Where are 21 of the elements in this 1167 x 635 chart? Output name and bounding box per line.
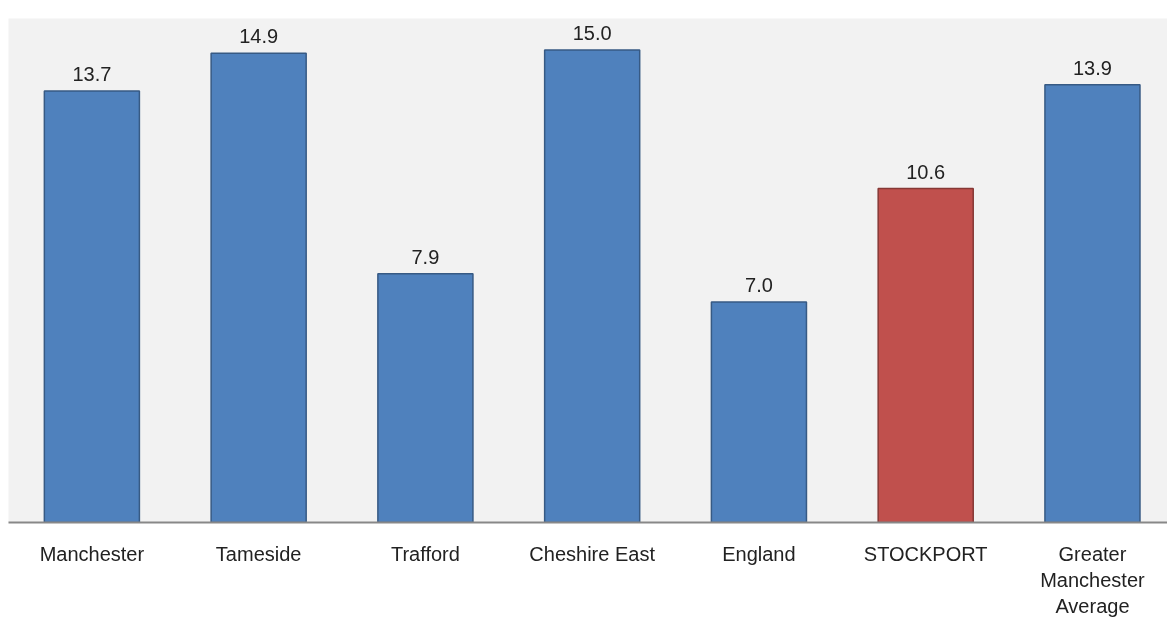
x-tick-label: Trafford bbox=[390, 542, 460, 565]
data-label: 13.9 bbox=[1072, 56, 1112, 79]
x-tick-label: Cheshire East bbox=[529, 542, 656, 565]
data-label: 10.6 bbox=[906, 160, 946, 183]
bar bbox=[710, 301, 808, 523]
data-label: 7.9 bbox=[411, 245, 440, 268]
x-tick-label: England bbox=[722, 542, 796, 565]
bar bbox=[877, 187, 974, 523]
data-label: 7.0 bbox=[745, 274, 773, 296]
bar bbox=[210, 52, 307, 523]
x-tick-label: Tameside bbox=[215, 542, 302, 565]
x-tick-label: Greater Manchester Average bbox=[1040, 542, 1146, 618]
data-label: 13.7 bbox=[72, 62, 112, 85]
bar bbox=[543, 49, 641, 523]
bar bbox=[43, 90, 141, 523]
data-label: 15.0 bbox=[572, 22, 612, 44]
bar bbox=[377, 272, 474, 523]
x-tick-label: Manchester bbox=[39, 542, 145, 565]
data-label: 14.9 bbox=[239, 25, 279, 48]
x-tick-label: STOCKPORT bbox=[863, 542, 988, 565]
bar bbox=[1044, 83, 1141, 523]
